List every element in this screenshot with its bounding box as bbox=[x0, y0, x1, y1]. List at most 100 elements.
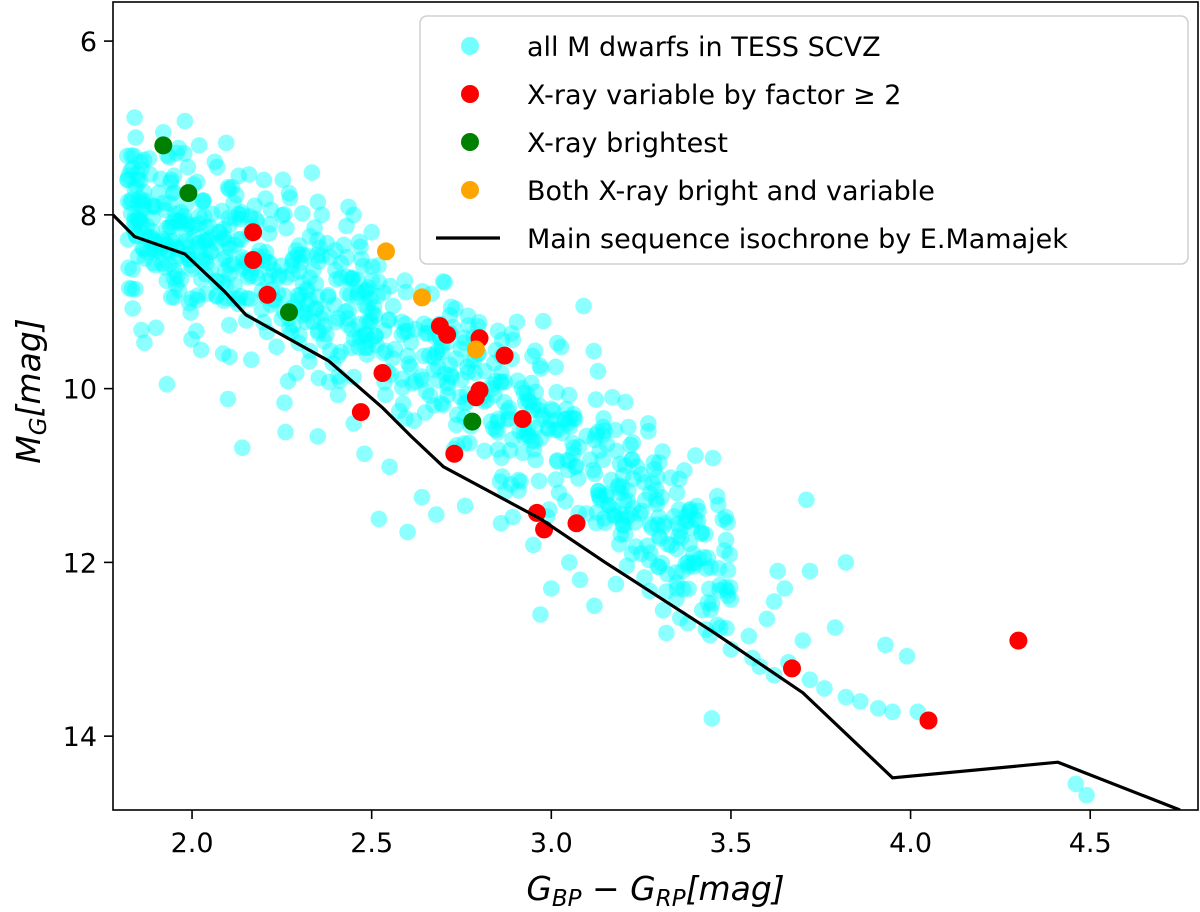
m-dwarf-point bbox=[667, 564, 685, 581]
m-dwarf-point bbox=[280, 320, 298, 338]
m-dwarf-point bbox=[677, 555, 695, 572]
m-dwarf-point bbox=[702, 601, 719, 618]
m-dwarf-point bbox=[703, 595, 721, 612]
m-dwarf-point bbox=[413, 488, 431, 506]
m-dwarf-point bbox=[801, 671, 819, 688]
m-dwarf-point bbox=[276, 287, 293, 305]
m-dwarf-point bbox=[544, 402, 562, 419]
m-dwarf-point bbox=[564, 445, 582, 463]
m-dwarf-point bbox=[207, 234, 225, 252]
m-dwarf-point bbox=[421, 387, 439, 405]
m-dwarf-point bbox=[241, 208, 259, 225]
m-dwarf-point bbox=[504, 508, 522, 526]
m-dwarf-point bbox=[413, 368, 430, 385]
m-dwarf-point bbox=[291, 326, 308, 344]
m-dwarf-point bbox=[276, 394, 293, 412]
m-dwarf-point bbox=[640, 423, 657, 440]
m-dwarf-point bbox=[343, 320, 361, 338]
m-dwarf-point bbox=[417, 325, 434, 342]
m-dwarf-point bbox=[246, 197, 264, 215]
m-dwarf-point bbox=[717, 531, 735, 549]
m-dwarf-point bbox=[309, 428, 327, 445]
m-dwarf-point bbox=[476, 442, 493, 460]
m-dwarf-point bbox=[310, 253, 327, 270]
m-dwarf-point bbox=[124, 159, 141, 177]
m-dwarf-point bbox=[331, 372, 349, 390]
m-dwarf-point bbox=[719, 587, 737, 605]
variable-point bbox=[1009, 631, 1028, 650]
bright-variable-point bbox=[377, 242, 395, 261]
m-dwarf-point bbox=[127, 280, 144, 298]
m-dwarf-point bbox=[223, 178, 241, 196]
m-dwarf-point bbox=[622, 505, 639, 523]
m-dwarf-point bbox=[758, 610, 776, 628]
m-dwarf-point bbox=[688, 497, 706, 515]
m-dwarf-point bbox=[134, 196, 152, 213]
m-dwarf-point bbox=[217, 262, 234, 279]
m-dwarf-point bbox=[303, 164, 321, 181]
m-dwarf-point bbox=[493, 364, 510, 381]
m-dwarf-point bbox=[146, 256, 164, 274]
m-dwarf-point bbox=[523, 432, 541, 449]
m-dwarf-point bbox=[710, 560, 728, 577]
m-dwarf-point bbox=[591, 488, 608, 506]
m-dwarf-point bbox=[164, 214, 181, 231]
m-dwarf-point bbox=[597, 485, 615, 503]
m-dwarf-point bbox=[614, 516, 632, 534]
m-dwarf-point bbox=[363, 258, 381, 276]
m-dwarf-point bbox=[298, 296, 316, 313]
m-dwarf-point bbox=[179, 158, 197, 176]
m-dwarf-point bbox=[120, 167, 137, 184]
m-dwarf-point bbox=[380, 311, 398, 328]
m-dwarf-point bbox=[339, 316, 357, 334]
m-dwarf-point bbox=[243, 267, 260, 285]
m-dwarf-point bbox=[594, 418, 612, 436]
m-dwarf-point bbox=[288, 364, 305, 382]
m-dwarf-point bbox=[669, 528, 687, 545]
m-dwarf-point bbox=[194, 251, 211, 268]
m-dwarf-point bbox=[219, 179, 237, 196]
variable-point bbox=[783, 659, 801, 678]
m-dwarf-point bbox=[399, 322, 416, 340]
m-dwarf-point bbox=[179, 246, 197, 263]
m-dwarf-point bbox=[679, 553, 697, 571]
m-dwarf-point bbox=[127, 129, 144, 146]
m-dwarf-point bbox=[690, 502, 707, 520]
m-dwarf-point bbox=[214, 345, 232, 362]
m-dwarf-point bbox=[134, 193, 151, 210]
m-dwarf-point bbox=[122, 205, 140, 222]
m-dwarf-point bbox=[702, 559, 720, 576]
m-dwarf-point bbox=[523, 374, 540, 392]
m-dwarf-point bbox=[591, 442, 608, 460]
m-dwarf-point bbox=[679, 512, 696, 530]
m-dwarf-point bbox=[485, 419, 502, 437]
m-dwarf-point bbox=[318, 325, 335, 343]
m-dwarf-point bbox=[339, 310, 357, 327]
m-dwarf-point bbox=[898, 647, 916, 665]
m-dwarf-point bbox=[165, 288, 183, 306]
m-dwarf-point bbox=[253, 300, 271, 318]
m-dwarf-point bbox=[681, 502, 698, 519]
legend-entry-label: Main sequence isochrone by E.Mamajek bbox=[527, 224, 1068, 255]
m-dwarf-point bbox=[798, 491, 815, 509]
m-dwarf-point bbox=[188, 291, 206, 309]
m-dwarf-point bbox=[206, 153, 224, 171]
m-dwarf-point bbox=[649, 558, 667, 575]
m-dwarf-point bbox=[177, 222, 195, 239]
m-dwarf-point bbox=[309, 322, 327, 340]
m-dwarf-point bbox=[139, 244, 156, 261]
m-dwarf-point bbox=[459, 363, 477, 381]
isochrone-line bbox=[113, 213, 1181, 810]
m-dwarf-point bbox=[301, 228, 319, 245]
m-dwarf-point bbox=[476, 362, 493, 380]
m-dwarf-point bbox=[693, 601, 711, 619]
m-dwarf-point bbox=[122, 162, 139, 179]
m-dwarf-point bbox=[717, 579, 734, 596]
m-dwarf-point bbox=[530, 401, 547, 419]
variable-point bbox=[258, 285, 277, 304]
m-dwarf-point bbox=[290, 291, 307, 309]
m-dwarf-point bbox=[329, 386, 347, 404]
m-dwarf-point bbox=[605, 506, 622, 524]
m-dwarf-point bbox=[307, 275, 325, 293]
m-dwarf-point bbox=[281, 189, 299, 207]
